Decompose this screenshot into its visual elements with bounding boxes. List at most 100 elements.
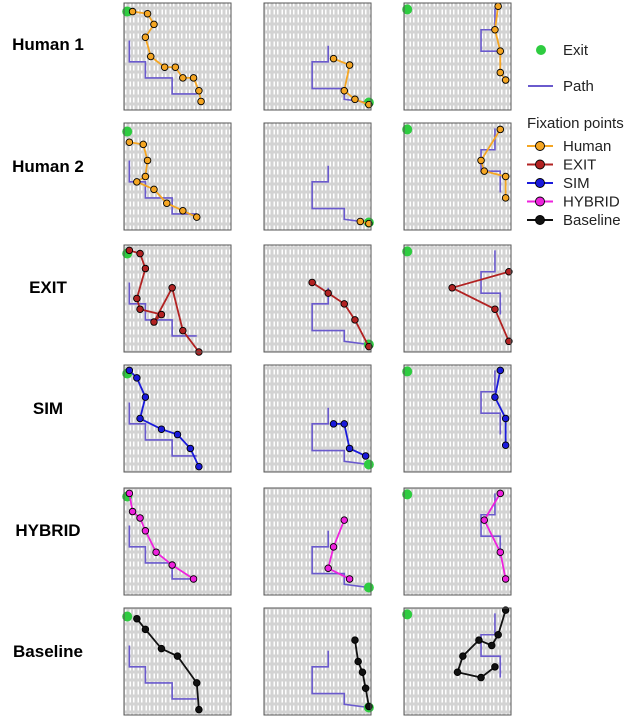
fixation-path bbox=[333, 422, 367, 457]
fixation-point bbox=[146, 52, 155, 61]
maze-grid bbox=[264, 123, 371, 230]
maze-panel bbox=[402, 244, 513, 353]
fixation-point bbox=[150, 20, 158, 29]
fixation-point bbox=[125, 246, 134, 255]
fixation-point bbox=[361, 452, 370, 460]
fixation-point bbox=[354, 657, 362, 666]
fixation-point bbox=[136, 305, 144, 313]
fixation-point bbox=[329, 420, 338, 428]
maze-grid bbox=[264, 488, 371, 595]
maze-border bbox=[263, 607, 372, 716]
maze-path bbox=[311, 287, 369, 346]
exit-marker bbox=[402, 489, 413, 500]
fixation-point bbox=[345, 575, 354, 583]
maze-border bbox=[403, 364, 512, 473]
row-label-sim: SIM bbox=[33, 399, 63, 418]
maze-border bbox=[403, 244, 512, 353]
fixation-point bbox=[501, 194, 510, 202]
maze-grid bbox=[404, 365, 511, 472]
maze-path bbox=[311, 165, 369, 224]
fixation-point bbox=[133, 294, 141, 303]
fixation-point bbox=[193, 213, 201, 221]
fixation-point bbox=[491, 393, 499, 401]
maze-path bbox=[480, 493, 502, 558]
fixation-point bbox=[193, 679, 201, 687]
fixation-point bbox=[496, 366, 505, 375]
exit-marker bbox=[122, 126, 133, 137]
fixation-point bbox=[501, 414, 510, 423]
fixation-point bbox=[496, 47, 505, 55]
fixation-point bbox=[487, 641, 496, 650]
maze-border bbox=[123, 2, 232, 111]
fixation-path bbox=[483, 492, 507, 580]
maze-panel bbox=[402, 606, 512, 716]
fixation-point bbox=[125, 366, 134, 375]
maze-grid bbox=[264, 245, 371, 352]
maze-path bbox=[480, 613, 502, 678]
fixation-point bbox=[128, 507, 137, 516]
fixation-point bbox=[141, 172, 150, 181]
maze-path bbox=[128, 645, 197, 700]
maze-panels bbox=[122, 2, 513, 716]
fixation-point bbox=[477, 156, 485, 165]
fixation-point bbox=[324, 564, 332, 573]
fixation-point bbox=[197, 97, 205, 106]
fixation-point bbox=[345, 61, 354, 69]
maze-path bbox=[480, 370, 502, 435]
fixation-point bbox=[133, 178, 141, 186]
maze-path bbox=[128, 402, 197, 457]
maze-border bbox=[123, 487, 232, 596]
fixation-point bbox=[501, 575, 510, 583]
maze-path bbox=[128, 40, 197, 95]
fixation-point bbox=[141, 393, 150, 401]
maze-panel bbox=[263, 122, 374, 231]
fixation-point bbox=[340, 300, 349, 308]
legend-path-label: Path bbox=[563, 78, 594, 95]
fixation-point bbox=[133, 374, 141, 382]
fixation-point bbox=[173, 652, 182, 660]
maze-panel bbox=[122, 244, 232, 356]
legend-item-label: EXIT bbox=[563, 157, 596, 174]
fixation-point bbox=[125, 489, 134, 498]
legend-item-marker bbox=[535, 215, 545, 225]
legend-item-marker bbox=[535, 196, 545, 207]
fixation-point bbox=[150, 318, 158, 326]
maze-panel bbox=[122, 122, 232, 231]
exit-marker bbox=[402, 609, 413, 620]
exit-marker bbox=[122, 611, 133, 622]
fixation-point bbox=[128, 7, 137, 16]
maze-panel bbox=[122, 487, 232, 596]
fixation-point bbox=[453, 668, 462, 676]
fixation-point bbox=[186, 444, 195, 453]
maze-path bbox=[128, 160, 197, 215]
maze-grid bbox=[404, 245, 511, 352]
fixation-point bbox=[171, 63, 180, 71]
fixation-point bbox=[345, 444, 354, 453]
fixation-point bbox=[494, 2, 502, 10]
maze-path bbox=[128, 282, 197, 337]
legend-item-marker bbox=[535, 159, 545, 170]
row-label-hybrid: HYBRID bbox=[15, 521, 80, 540]
fixation-point bbox=[157, 644, 166, 653]
maze-border bbox=[403, 607, 512, 716]
maze-panel bbox=[263, 607, 374, 716]
legend-item-label: Human bbox=[563, 138, 611, 155]
fixation-point bbox=[195, 462, 203, 471]
fixation-point bbox=[501, 172, 510, 181]
maze-border bbox=[123, 122, 232, 231]
legend-exit-label: Exit bbox=[563, 42, 589, 59]
maze-grid bbox=[124, 245, 231, 352]
fixation-point bbox=[496, 68, 505, 77]
legend-exit-marker bbox=[536, 45, 546, 55]
maze-panel bbox=[263, 364, 374, 473]
maze-panel bbox=[122, 364, 232, 473]
exit-marker bbox=[122, 6, 133, 17]
exit-marker bbox=[402, 124, 413, 135]
maze-border bbox=[123, 364, 232, 473]
fixation-point bbox=[496, 125, 505, 134]
fixation-point bbox=[168, 561, 176, 569]
maze-grid bbox=[124, 488, 231, 595]
maze-path bbox=[311, 407, 369, 466]
maze-path bbox=[311, 530, 369, 589]
